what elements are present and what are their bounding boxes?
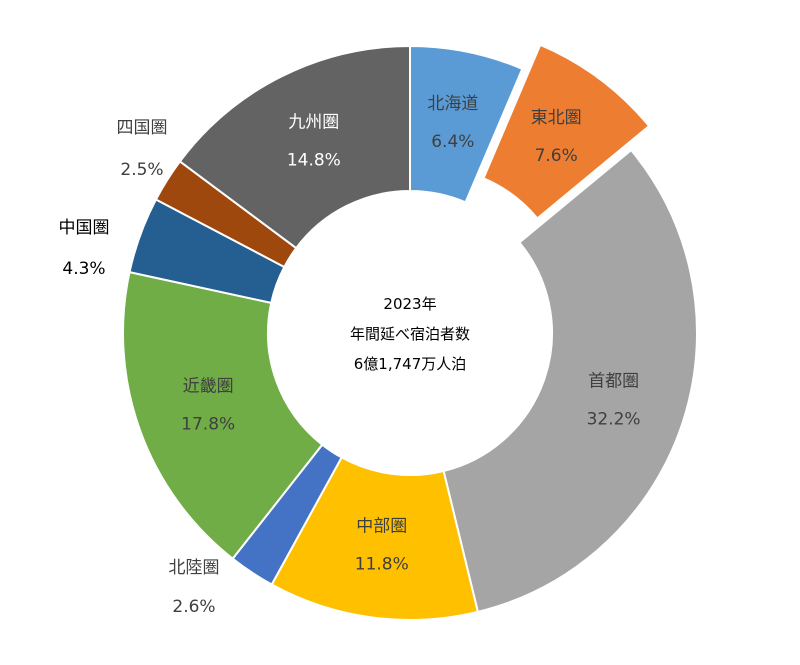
slice-name-label-8: 九州圏 — [288, 112, 339, 132]
slice-labels: 北海道 6.4% 東北圏 7.6% 首都圏 32.2% 中部圏 11.8% 北陸圏 2.6% 近畿圏… — [59, 94, 641, 617]
slice-0 — [409, 44, 524, 204]
slice-name-label-6: 中国圏 — [59, 218, 110, 238]
slice-value-label-1: 7.6% — [535, 146, 578, 166]
center-label-line-3: 6億1,747万人泊 — [354, 355, 467, 373]
slice-value-label-5: 17.8% — [181, 415, 235, 435]
slice-3 — [270, 456, 480, 621]
slice-name-label-4: 北陸圏 — [169, 558, 220, 578]
slice-name-label-2: 首都圏 — [588, 372, 639, 392]
slice-value-label-4: 2.6% — [172, 597, 215, 617]
slice-name-label-5: 近畿圏 — [183, 377, 234, 397]
slice-2 — [442, 148, 698, 614]
slice-8 — [178, 44, 411, 250]
center-label-line-1: 2023年 — [383, 295, 436, 313]
slice-name-label-0: 北海道 — [427, 94, 478, 114]
slice-value-label-6: 4.3% — [62, 259, 105, 279]
slice-value-label-0: 6.4% — [431, 132, 474, 152]
center-label: 2023年 年間延べ宿泊者数 6億1,747万人泊 — [350, 295, 470, 373]
slice-name-label-1: 東北圏 — [531, 108, 582, 128]
slice-value-label-2: 32.2% — [587, 410, 641, 430]
slice-name-label-3: 中部圏 — [356, 517, 407, 537]
slice-5 — [122, 270, 324, 561]
slice-value-label-7: 2.5% — [120, 160, 163, 180]
center-label-line-2: 年間延べ宿泊者数 — [350, 325, 470, 343]
donut-slices — [122, 43, 698, 621]
slice-1 — [482, 43, 651, 220]
slice-value-label-8: 14.8% — [287, 150, 341, 170]
slice-name-label-7: 四国圏 — [117, 118, 168, 138]
slice-value-label-3: 11.8% — [355, 555, 409, 575]
